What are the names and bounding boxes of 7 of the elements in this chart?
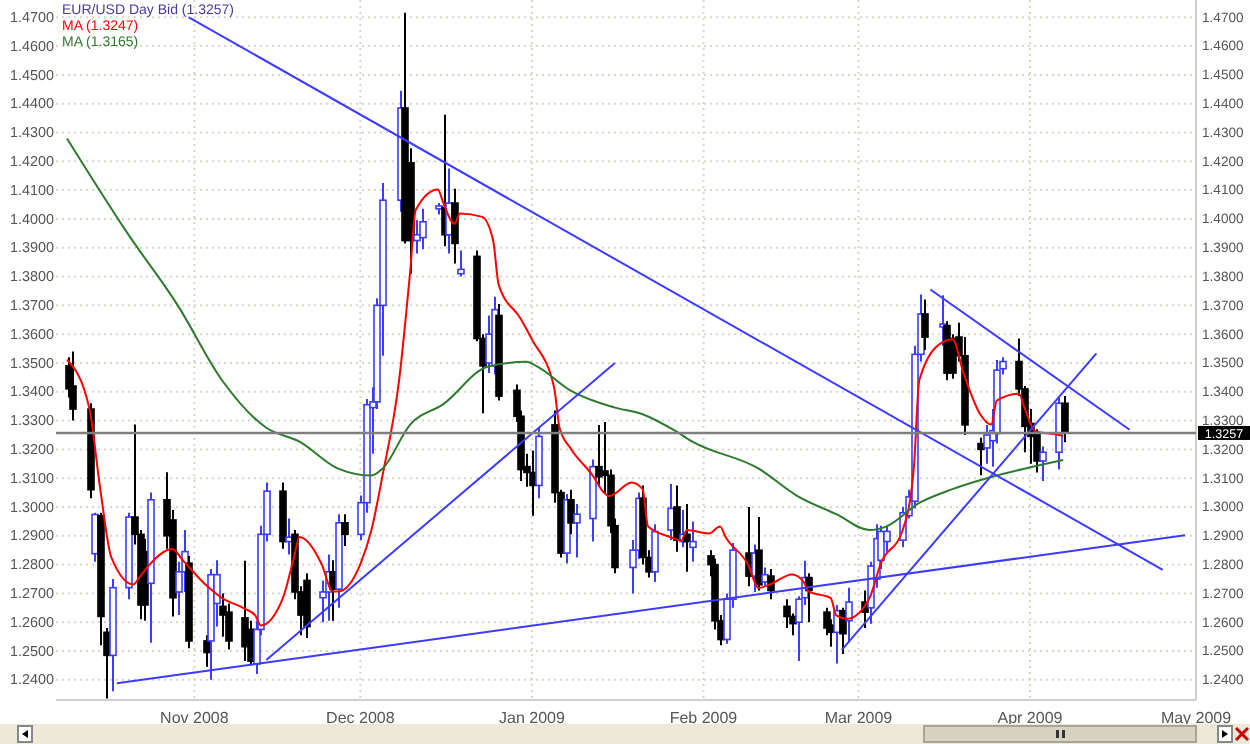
- x-tick-label: Apr 2009: [997, 709, 1064, 728]
- x-tick-label: Nov 2008: [160, 709, 230, 728]
- x-tick-label: Feb 2009: [669, 709, 739, 728]
- x-tick-label: Mar 2009: [824, 709, 894, 728]
- x-tick-label: Dec 2008: [326, 709, 396, 728]
- x-tick-label: Jan 2009: [499, 709, 566, 728]
- x-tick-label: May 2009: [1160, 709, 1233, 728]
